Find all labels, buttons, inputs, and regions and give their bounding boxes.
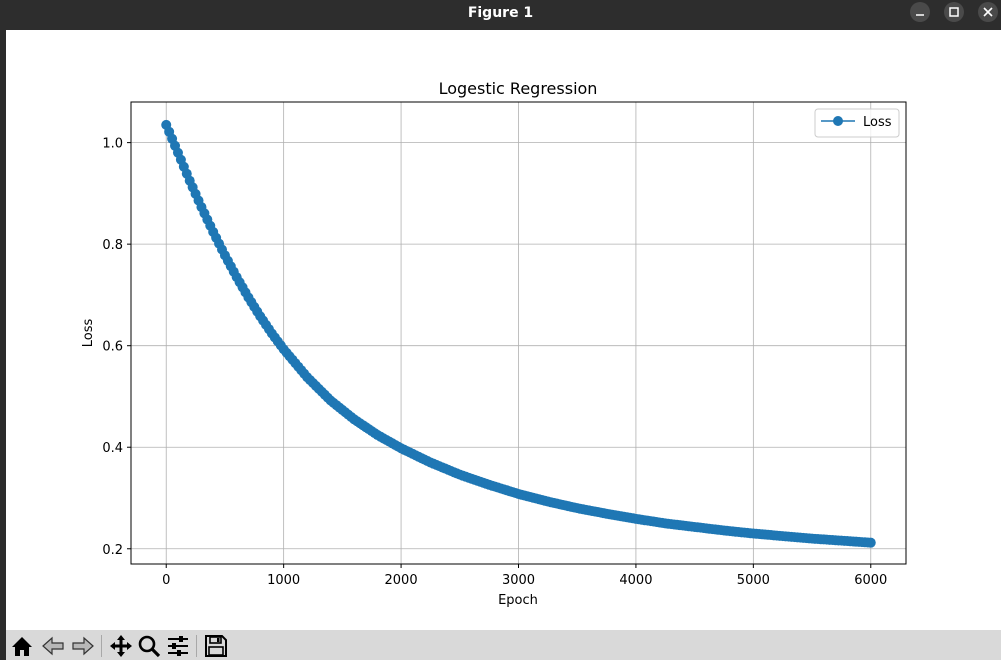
legend-box bbox=[814, 108, 900, 138]
y-tick-label: 0.8 bbox=[102, 238, 123, 253]
minimize-icon bbox=[916, 14, 924, 16]
save-icon bbox=[205, 635, 227, 657]
window-title: Figure 1 bbox=[467, 5, 534, 21]
tick-layer: 0 1000 2000 3000 4000 5000 6000 0.2 0.4 0.6 0.8 1.0 bbox=[102, 137, 887, 588]
configure-subplots-icon bbox=[168, 636, 188, 656]
x-tick-label: 3000 bbox=[502, 573, 535, 588]
x-tick-label: 1000 bbox=[267, 573, 300, 588]
zoom-button[interactable] bbox=[136, 633, 162, 659]
x-tick-label: 5000 bbox=[737, 573, 770, 588]
x-tick-label: 6000 bbox=[854, 573, 887, 588]
zoom-icon bbox=[138, 635, 161, 658]
y-tick-label: 0.2 bbox=[102, 543, 123, 558]
chart-svg: Logestic Regression 0 1000 2000 3000 4000 500… bbox=[81, 79, 907, 608]
x-tick-label: 0 bbox=[162, 573, 170, 588]
toolbar-separator bbox=[101, 635, 102, 657]
pan-button[interactable] bbox=[108, 633, 134, 659]
legend: Loss bbox=[814, 108, 900, 138]
toolbar-separator bbox=[196, 635, 197, 657]
series-layer bbox=[161, 119, 876, 548]
close-button[interactable] bbox=[978, 2, 998, 22]
x-axis-label: Epoch bbox=[498, 593, 538, 608]
chart-title: Logestic Regression bbox=[439, 79, 598, 98]
save-button[interactable] bbox=[203, 633, 229, 659]
close-icon bbox=[983, 7, 993, 17]
forward-button[interactable] bbox=[70, 633, 96, 659]
y-tick-label: 1.0 bbox=[102, 137, 123, 152]
y-tick-label: 0.6 bbox=[102, 340, 123, 355]
series-marker bbox=[865, 537, 876, 548]
y-axis-label: Loss bbox=[81, 319, 96, 348]
figure-canvas[interactable]: Logestic Regression 0 1000 2000 3000 4000 500… bbox=[0, 30, 1001, 630]
grid-lines bbox=[131, 102, 906, 564]
window-titlebar: Figure 1 bbox=[0, 0, 1001, 30]
home-icon bbox=[12, 637, 32, 656]
back-icon bbox=[42, 636, 64, 656]
maximize-icon bbox=[949, 7, 959, 17]
back-button[interactable] bbox=[40, 633, 66, 659]
window-left-edge bbox=[0, 0, 6, 660]
x-tick-label: 2000 bbox=[385, 573, 418, 588]
minimize-button[interactable] bbox=[910, 2, 930, 22]
pan-icon bbox=[110, 635, 132, 657]
x-tick-label: 4000 bbox=[619, 573, 652, 588]
legend-marker bbox=[833, 116, 843, 126]
y-tick-label: 0.4 bbox=[102, 441, 123, 456]
forward-icon bbox=[72, 636, 94, 656]
maximize-button[interactable] bbox=[944, 2, 964, 22]
configure-subplots-button[interactable] bbox=[165, 633, 191, 659]
home-button[interactable] bbox=[9, 633, 35, 659]
legend-label: Loss bbox=[863, 115, 892, 130]
series-markers bbox=[161, 119, 876, 548]
navigation-toolbar bbox=[6, 630, 1001, 660]
